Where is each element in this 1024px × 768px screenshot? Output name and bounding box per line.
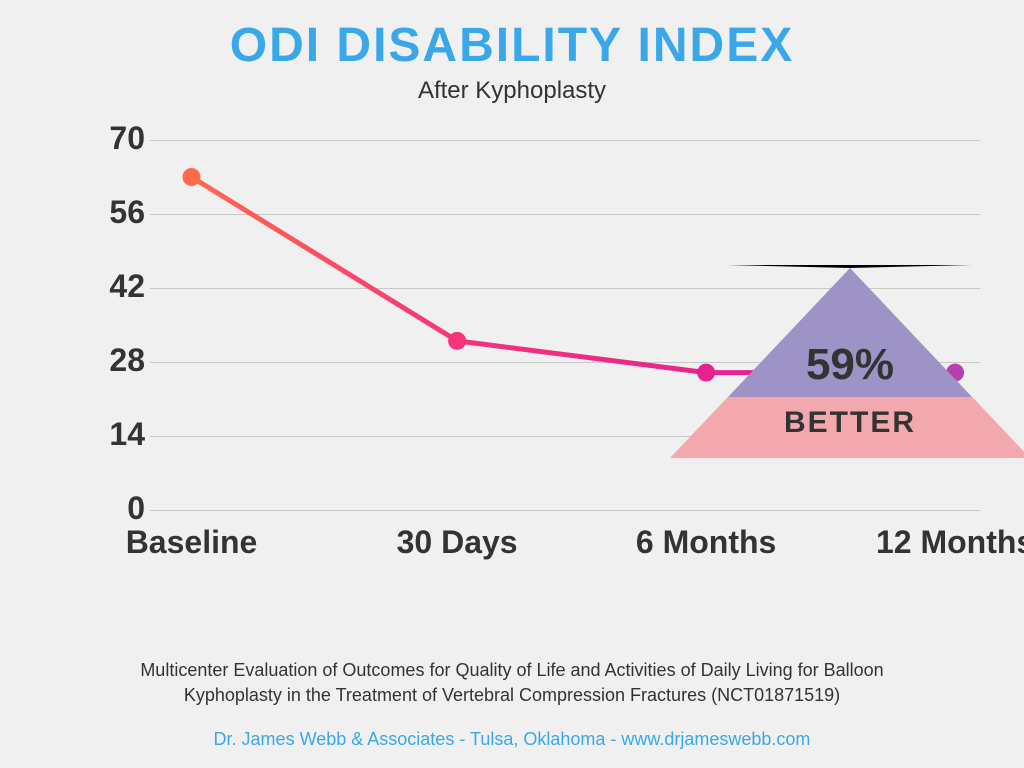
x-tick-label: Baseline: [92, 524, 292, 561]
gridline: [150, 510, 980, 511]
chart-title: ODI DISABILITY INDEX: [0, 0, 1024, 73]
data-point: [183, 168, 201, 186]
y-tick-label: 0: [90, 490, 145, 527]
y-tick-label: 28: [90, 342, 145, 379]
footer-study-text: Multicenter Evaluation of Outcomes for Q…: [0, 658, 1024, 708]
y-tick-label: 14: [90, 416, 145, 453]
callout-percent: 59%: [670, 340, 1024, 390]
y-tick-label: 70: [90, 120, 145, 157]
footer-line-2: Kyphoplasty in the Treatment of Vertebra…: [184, 685, 840, 705]
chart-subtitle: After Kyphoplasty: [0, 77, 1024, 105]
x-tick-label: 12 Months: [855, 524, 1024, 561]
callout-better-label: BETTER: [670, 406, 1024, 440]
footer-line-1: Multicenter Evaluation of Outcomes for Q…: [140, 660, 883, 680]
y-tick-label: 42: [90, 268, 145, 305]
x-tick-label: 6 Months: [606, 524, 806, 561]
chart-area: 01428425670 Baseline30 Days6 Months12 Mo…: [80, 130, 990, 580]
y-tick-label: 56: [90, 194, 145, 231]
data-point: [448, 332, 466, 350]
footer-attribution: Dr. James Webb & Associates - Tulsa, Okl…: [0, 729, 1024, 750]
callout-triangle: 59% BETTER: [670, 265, 1024, 455]
x-tick-label: 30 Days: [357, 524, 557, 561]
